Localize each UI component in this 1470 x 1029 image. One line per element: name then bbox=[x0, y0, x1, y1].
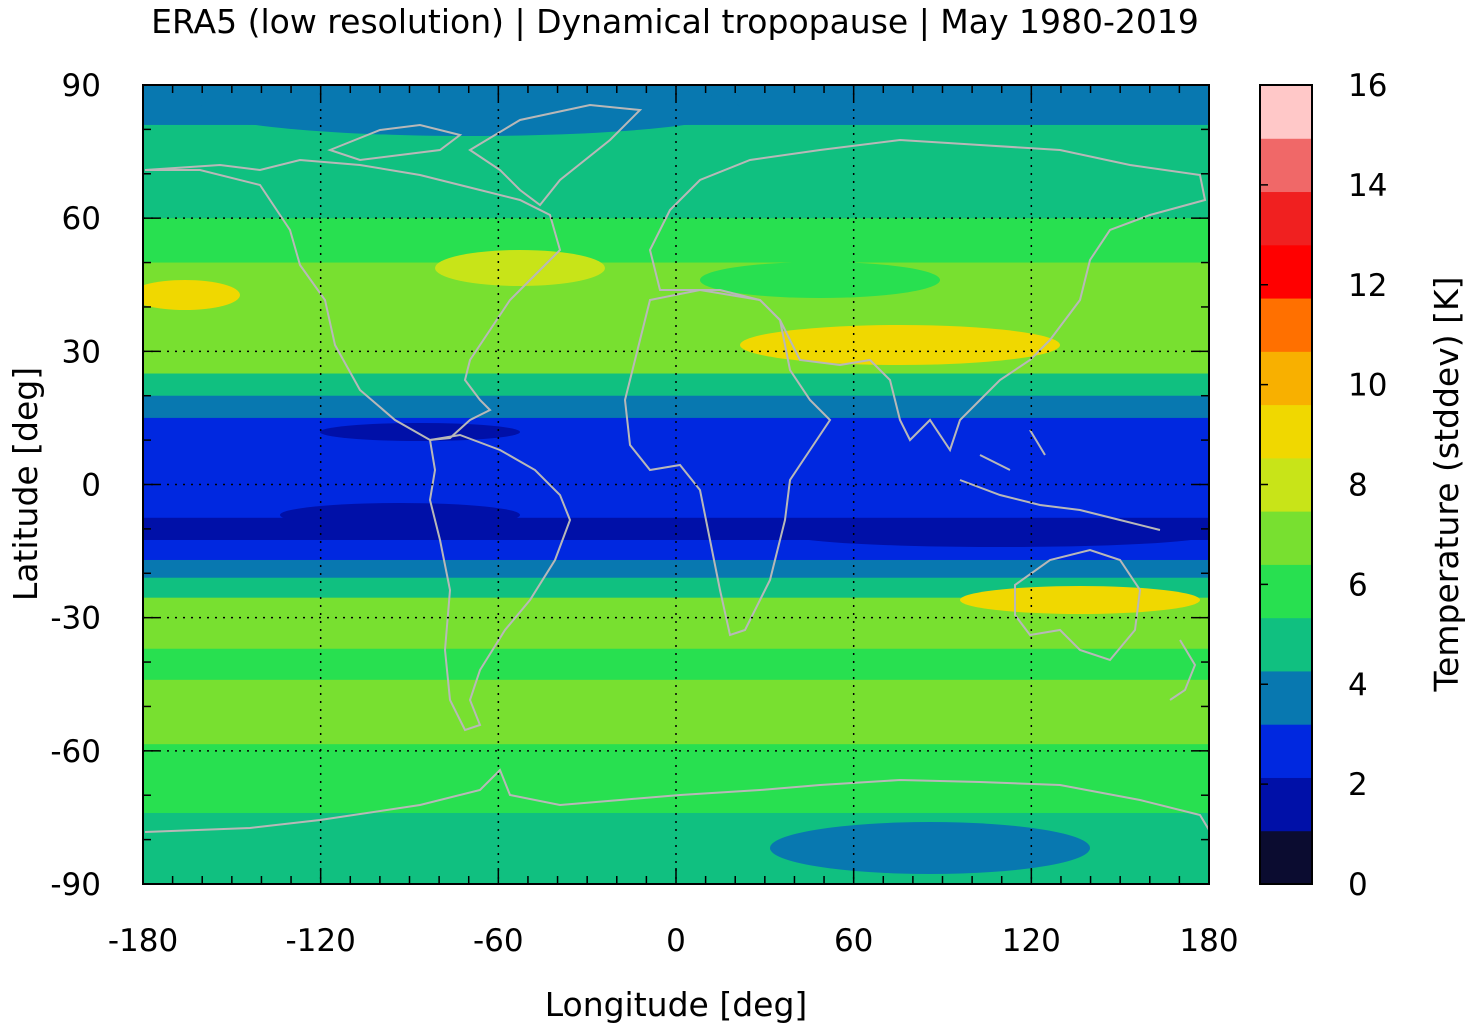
colorbar-segment bbox=[1260, 670, 1312, 725]
coastline-south-america bbox=[428, 433, 572, 732]
y-tick-label: -60 bbox=[50, 734, 101, 770]
colorbar-segment bbox=[1260, 777, 1312, 832]
map-field bbox=[143, 85, 1209, 884]
equatorial-core-north bbox=[320, 423, 520, 441]
coastline-eurasia bbox=[648, 138, 1207, 453]
coastline-indonesia bbox=[959, 429, 1161, 531]
y-tick-label: 60 bbox=[62, 201, 101, 237]
x-tick-label: 0 bbox=[666, 923, 686, 959]
y-tick-label: -90 bbox=[50, 867, 101, 903]
colorbar-segment bbox=[1260, 85, 1312, 139]
x-tick-label: -60 bbox=[473, 923, 524, 959]
colorbar-tick-label: 14 bbox=[1348, 168, 1387, 204]
antarctic-minimum-region bbox=[770, 822, 1090, 874]
colorbar-segment bbox=[1260, 298, 1312, 352]
lat-band bbox=[143, 373, 1209, 397]
coastline-australia bbox=[1014, 548, 1142, 662]
colorbar-label: Temperature (stddev) [K] bbox=[1427, 276, 1466, 692]
colorbar-tick-label: 10 bbox=[1348, 368, 1387, 404]
colorbar bbox=[1260, 85, 1312, 885]
lat-band bbox=[143, 473, 1209, 497]
colorbar-tick-label: 2 bbox=[1348, 767, 1368, 803]
x-tick-label: 60 bbox=[834, 923, 873, 959]
colorbar-segment bbox=[1260, 511, 1312, 565]
y-axis-label: Latitude [deg] bbox=[6, 367, 45, 601]
coastline-arctic-islands bbox=[327, 123, 463, 162]
grid bbox=[143, 85, 1209, 884]
southasia-maximum-region bbox=[740, 325, 1060, 365]
coastline-greenland bbox=[468, 103, 643, 207]
y-tick-label: 0 bbox=[81, 468, 101, 504]
arctic-minimum-region bbox=[200, 85, 740, 136]
x-axis-label: Longitude [deg] bbox=[545, 985, 808, 1024]
colorbar-segment bbox=[1260, 457, 1312, 512]
lat-band bbox=[143, 173, 1209, 219]
coastlines bbox=[144, 103, 1209, 833]
x-tick-label: -180 bbox=[108, 923, 178, 959]
lat-band bbox=[143, 679, 1209, 714]
lat-band bbox=[143, 218, 1209, 264]
colorbar-tick-label: 16 bbox=[1348, 68, 1387, 104]
y-tick-label: 90 bbox=[62, 68, 101, 104]
coastline-north-america bbox=[144, 158, 562, 442]
x-tick-label: -120 bbox=[285, 923, 355, 959]
australia-maximum-region bbox=[960, 586, 1200, 614]
lat-band bbox=[143, 559, 1209, 579]
minor-ticks bbox=[142, 84, 1210, 885]
colorbar-segment bbox=[1260, 138, 1312, 193]
coastline-africa bbox=[623, 288, 832, 637]
x-tick-label: 180 bbox=[1179, 923, 1238, 959]
canada-maximum-region bbox=[435, 250, 605, 286]
colorbar-segment bbox=[1260, 830, 1312, 885]
x-tick-label: 120 bbox=[1002, 923, 1061, 959]
colorbar-segment bbox=[1260, 351, 1312, 406]
colorbar-tick-label: 0 bbox=[1348, 867, 1368, 903]
colorbar-tick-label: 12 bbox=[1348, 268, 1387, 304]
eurasia-minimum-region bbox=[700, 262, 940, 298]
colorbar-tick-label: 8 bbox=[1348, 468, 1368, 504]
chart-title: ERA5 (low resolution) | Dynamical tropop… bbox=[151, 2, 1199, 41]
y-tick-label: 30 bbox=[62, 334, 101, 370]
colorbar-segment bbox=[1260, 404, 1312, 459]
colorbar-segment bbox=[1260, 564, 1312, 619]
y-tick-label: -30 bbox=[50, 601, 101, 637]
lat-band bbox=[143, 577, 1209, 599]
colorbar-segment bbox=[1260, 191, 1312, 246]
colorbar-segment bbox=[1260, 617, 1312, 672]
lat-band bbox=[143, 395, 1209, 419]
colorbar-segment bbox=[1260, 724, 1312, 778]
coastline-antarctica bbox=[144, 768, 1209, 833]
equatorial-core-east bbox=[790, 523, 1209, 547]
coastline-new-zealand bbox=[1169, 639, 1197, 701]
equatorial-core-west bbox=[280, 503, 520, 527]
colorbar-segment bbox=[1260, 244, 1312, 299]
pacific-north-maximum-region bbox=[143, 280, 240, 310]
colorbar-tick-label: 4 bbox=[1348, 667, 1368, 703]
colorbar-tick-label: 6 bbox=[1348, 567, 1368, 603]
